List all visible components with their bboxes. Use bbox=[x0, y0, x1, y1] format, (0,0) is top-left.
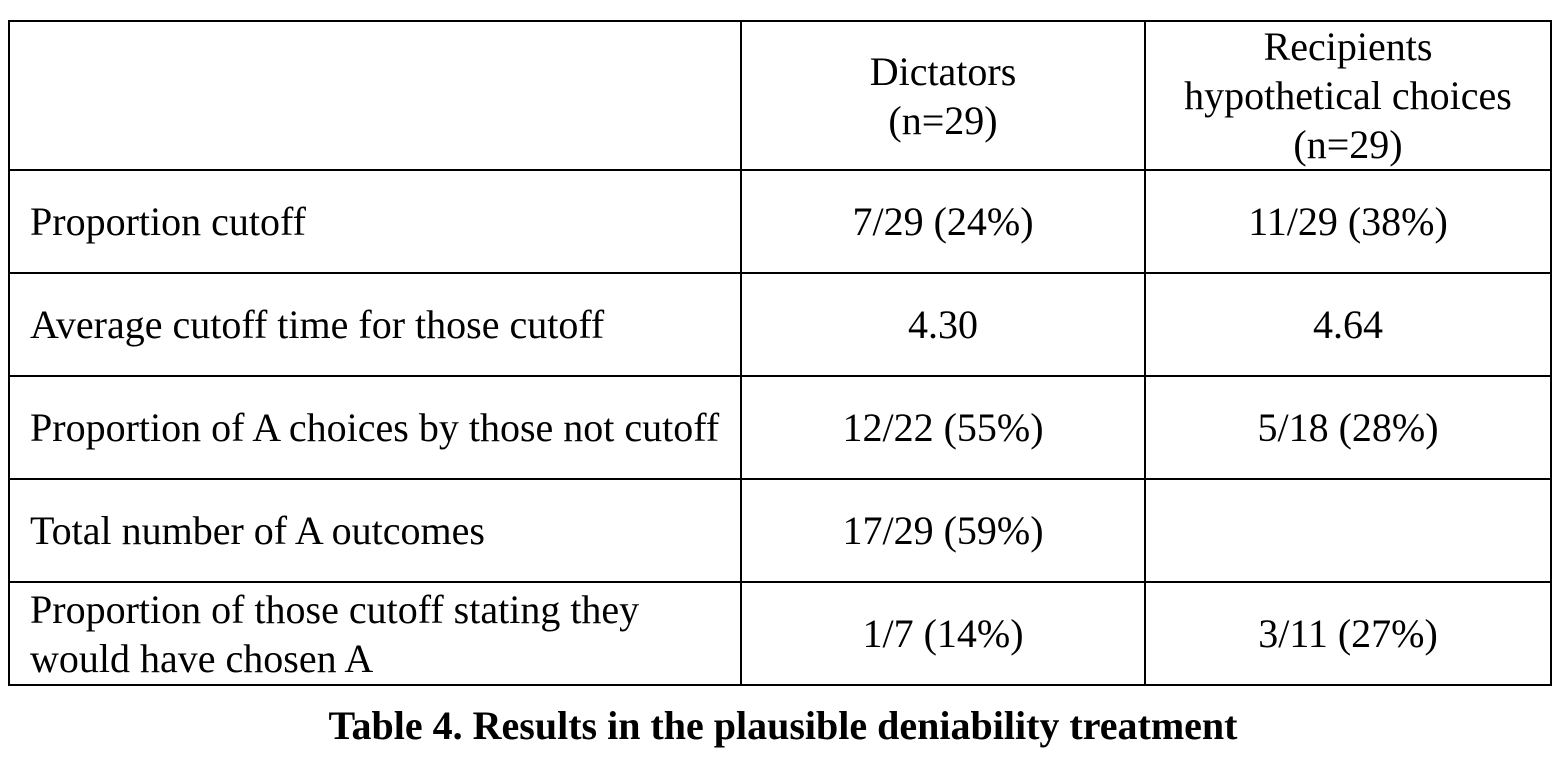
table-row: Total number of A outcomes 17/29 (59%) bbox=[8, 478, 1552, 583]
row-label: Average cutoff time for those cutoff bbox=[8, 272, 742, 377]
header-recipients-title: Recipients bbox=[1263, 24, 1433, 69]
table-row: Proportion of those cutoff stating they … bbox=[8, 581, 1552, 686]
header-row: Dictators (n=29) Recipients hypothetical… bbox=[8, 20, 1552, 171]
dictators-value: 7/29 (24%) bbox=[740, 169, 1146, 274]
recipients-value: 11/29 (38%) bbox=[1144, 169, 1552, 274]
recipients-value: 3/11 (27%) bbox=[1144, 581, 1552, 686]
header-corner-cell bbox=[8, 20, 742, 171]
recipients-value: 4.64 bbox=[1144, 272, 1552, 377]
row-label: Proportion of those cutoff stating they … bbox=[8, 581, 742, 686]
recipients-value bbox=[1144, 478, 1552, 583]
header-dictators: Dictators (n=29) bbox=[740, 20, 1146, 171]
row-label: Proportion of A choices by those not cut… bbox=[8, 375, 742, 480]
table-row: Average cutoff time for those cutoff 4.3… bbox=[8, 272, 1552, 377]
table-caption: Table 4. Results in the plausible deniab… bbox=[328, 703, 1238, 748]
dictators-value: 4.30 bbox=[740, 272, 1146, 377]
header-recipients-n: (n=29) bbox=[1293, 122, 1403, 167]
dictators-value: 1/7 (14%) bbox=[740, 581, 1146, 686]
header-dictators-title: Dictators bbox=[869, 48, 1017, 94]
recipients-value: 5/18 (28%) bbox=[1144, 375, 1552, 480]
header-dictators-n: (n=29) bbox=[888, 97, 998, 143]
header-recipients: Recipients hypothetical choices (n=29) bbox=[1144, 20, 1552, 171]
row-label: Total number of A outcomes bbox=[8, 478, 742, 583]
header-recipients-subtitle: hypothetical choices bbox=[1184, 73, 1512, 118]
table-row: Proportion of A choices by those not cut… bbox=[8, 375, 1552, 480]
row-label: Proportion cutoff bbox=[8, 169, 742, 274]
results-table: Dictators (n=29) Recipients hypothetical… bbox=[8, 20, 1552, 686]
dictators-value: 12/22 (55%) bbox=[740, 375, 1146, 480]
table-row: Proportion cutoff 7/29 (24%) 11/29 (38%) bbox=[8, 169, 1552, 274]
dictators-value: 17/29 (59%) bbox=[740, 478, 1146, 583]
